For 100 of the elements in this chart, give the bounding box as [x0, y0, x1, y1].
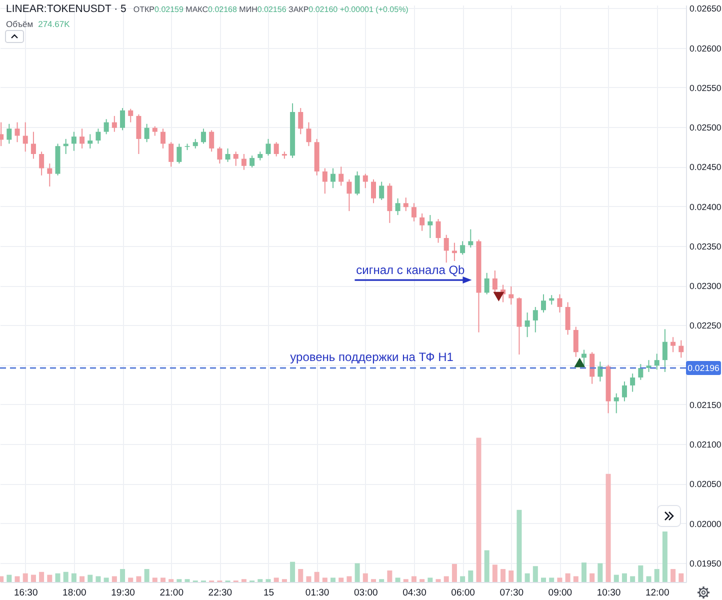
candlestick: [460, 240, 466, 256]
bar: [55, 573, 60, 582]
candlestick: [379, 181, 384, 200]
candlestick: [266, 138, 271, 156]
bar: [436, 579, 441, 582]
candlestick: [444, 234, 449, 264]
y-tick-label: 0.02400: [690, 202, 722, 212]
x-tick-label: 04:30: [402, 588, 426, 598]
bar: [241, 579, 246, 582]
candlestick: [420, 212, 425, 232]
bar: [47, 574, 52, 582]
candlestick: [670, 336, 676, 353]
candlestick: [14, 122, 20, 143]
bar: [322, 578, 328, 582]
bar: [168, 579, 174, 582]
candlestick: [144, 123, 150, 143]
candlestick: [484, 272, 490, 295]
candlestick: [532, 306, 538, 333]
chart-title: Объём: [6, 19, 34, 29]
bar: [184, 579, 190, 582]
bar: [598, 563, 603, 582]
annotation: 274.67K: [38, 19, 70, 29]
x-tick-label: 10:30: [596, 588, 621, 598]
candlestick: [241, 154, 246, 170]
x-tick-label: 03:00: [354, 588, 378, 598]
y-tick-label: 0.02250: [690, 320, 722, 331]
y-tick-label: 0.02000: [690, 518, 722, 529]
bar: [346, 576, 352, 582]
bar: [6, 574, 12, 582]
candlestick: [30, 131, 36, 160]
bar: [606, 474, 611, 582]
candlestick: [209, 130, 214, 152]
bar: [362, 573, 368, 582]
bar: [266, 579, 271, 582]
bar: [452, 564, 457, 582]
x-tick-label: 22:30: [208, 588, 232, 598]
candlestick: [346, 178, 352, 212]
candlestick: [654, 353, 660, 370]
candlestick: [468, 228, 474, 248]
bar: [532, 566, 538, 582]
candlestick: [22, 122, 28, 152]
candlestick: [338, 166, 344, 186]
candlestick: [403, 197, 408, 212]
candlestick: [298, 108, 304, 135]
bar: [508, 570, 514, 582]
bar: [395, 578, 400, 582]
candlestick: [662, 328, 668, 372]
x-tick-label: 18:00: [62, 588, 86, 598]
bar: [622, 573, 627, 582]
candlestick: [160, 128, 166, 149]
x-tick-label: 15: [263, 588, 274, 598]
bar: [678, 573, 684, 582]
candlestick: [598, 361, 603, 382]
bar: [112, 576, 117, 582]
annotation: сигнал с канала Qb: [356, 263, 466, 278]
y-tick-label: 0.01950: [690, 558, 722, 568]
candlestick: [120, 108, 126, 131]
bar: [0, 576, 4, 582]
candlestick: [395, 198, 400, 216]
candlestick: [88, 134, 93, 149]
bar: [500, 569, 506, 582]
y-tick-label: 0.02650: [690, 4, 722, 14]
bar: [516, 510, 522, 582]
x-tick-label: 01:30: [305, 588, 330, 598]
candlestick: [217, 146, 222, 164]
bar: [492, 564, 498, 582]
bar: [88, 574, 93, 582]
candlestick: [590, 352, 595, 384]
bar: [662, 532, 668, 582]
y-tick-label: 0.02550: [690, 82, 722, 93]
candlestick: [436, 218, 441, 244]
bar: [524, 573, 530, 582]
bar: [370, 579, 376, 582]
bar: [670, 569, 676, 582]
candlestick: [630, 373, 636, 392]
candlestick: [678, 340, 684, 358]
chart-title: LINEAR:TOKENUSDT · 5: [6, 3, 126, 15]
bar: [484, 550, 490, 582]
y-tick-label: 0.02150: [690, 400, 722, 410]
text: ОТКР0.02159 МАКС0.02168 МИН0.02156 ЗАКР0.02160 +0.00001 (+0.05%): [133, 5, 408, 14]
bar: [354, 563, 360, 582]
bar: [565, 573, 570, 582]
bar: [387, 570, 392, 582]
bar: [581, 562, 586, 582]
candlestick: [112, 115, 117, 132]
bar: [614, 574, 619, 582]
x-tick-label: 16:30: [14, 588, 38, 598]
y-tick-label: 0.02500: [690, 122, 722, 133]
candlestick: [225, 148, 230, 162]
candlestick: [428, 214, 433, 239]
bar: [468, 570, 474, 582]
candlestick: [330, 168, 336, 189]
bar: [590, 573, 595, 582]
candlestick: [622, 380, 627, 402]
bar: [306, 576, 312, 582]
x-tick-label: 09:00: [548, 588, 572, 598]
candlestick: [200, 128, 206, 144]
bar: [654, 569, 660, 582]
x-tick-label: 06:00: [451, 588, 475, 598]
candlestick: [6, 123, 12, 144]
